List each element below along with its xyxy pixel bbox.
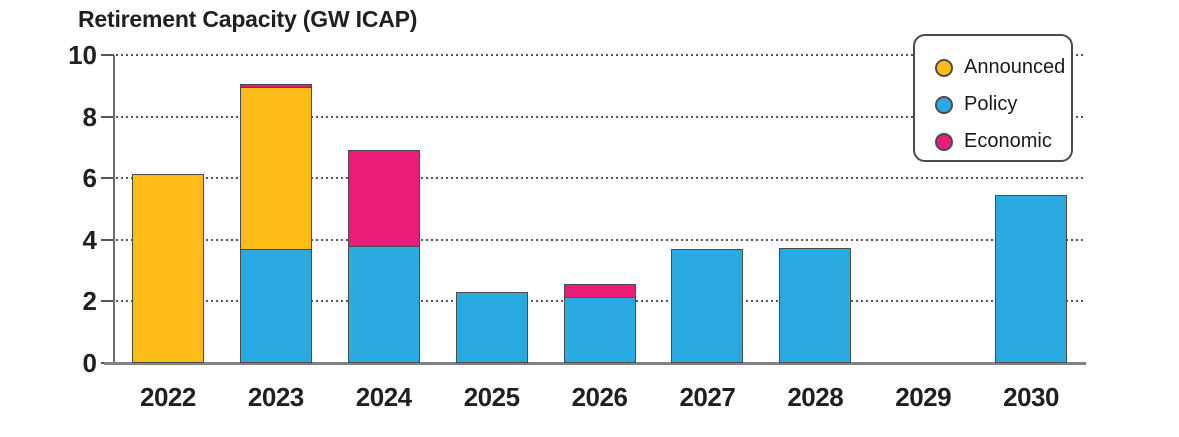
- y-axis-tick: [101, 238, 114, 241]
- legend-item-announced: Announced: [935, 49, 1071, 86]
- bar-stack-2025: [455, 292, 528, 363]
- bar-segment-policy-2026: [563, 296, 636, 363]
- y-axis-tick: [101, 177, 114, 180]
- y-axis-tick: [101, 115, 114, 118]
- legend-label: Economic: [964, 130, 1052, 152]
- y-axis-label: 6: [82, 163, 97, 194]
- bar-stack-2030: [995, 195, 1068, 363]
- x-axis-label-2025: 2025: [463, 382, 520, 412]
- bar-segment-announced-2023: [239, 87, 312, 251]
- bar-stack-2024: [347, 150, 420, 363]
- bar-segment-policy-2030: [995, 195, 1068, 363]
- x-axis-label-2029: 2029: [895, 382, 952, 412]
- bar-stack-2026: [563, 284, 636, 363]
- x-axis-label-2024: 2024: [355, 382, 412, 412]
- bar-stack-2023: [239, 84, 312, 363]
- x-axis-label-2027: 2027: [679, 382, 736, 412]
- y-axis-tick: [101, 54, 114, 56]
- y-axis-label: 8: [82, 101, 97, 132]
- gridline-10: [116, 54, 1085, 56]
- bar-stack-2028: [779, 247, 852, 363]
- legend-label: Announced: [964, 56, 1066, 78]
- bar-segment-policy-2028: [779, 247, 852, 363]
- legend-item-policy: Policy: [935, 86, 1071, 123]
- chart-title: Retirement Capacity (GW ICAP): [78, 6, 418, 32]
- gridline-8: [116, 115, 1085, 118]
- bar-segment-policy-2023: [239, 249, 312, 363]
- legend-label: Policy: [964, 93, 1018, 115]
- x-axis-label-2026: 2026: [571, 382, 628, 412]
- legend-marker-announced-icon: [935, 58, 953, 77]
- bar-segment-policy-2025: [455, 292, 528, 363]
- x-axis-label-2028: 2028: [787, 382, 844, 412]
- legend-marker-economic-icon: [935, 132, 953, 151]
- x-axis-label-2022: 2022: [140, 382, 196, 412]
- gridline-4: [116, 238, 1085, 241]
- bar-stack-2022: [131, 173, 204, 363]
- y-axis-label: 0: [82, 348, 97, 378]
- y-axis-label: 10: [68, 40, 97, 70]
- bar-segment-announced-2022: [131, 173, 204, 363]
- x-axis-baseline: [104, 361, 1086, 365]
- y-axis-tick: [101, 300, 114, 303]
- x-axis-label-2030: 2030: [1003, 382, 1059, 412]
- y-axis-label: 4: [82, 224, 97, 255]
- y-axis-line: [113, 55, 115, 363]
- legend-marker-policy-icon: [935, 95, 953, 114]
- bar-segment-policy-2024: [347, 245, 420, 363]
- bar-segment-economic-2024: [347, 150, 420, 248]
- bar-segment-policy-2027: [671, 249, 744, 363]
- y-axis-label: 2: [82, 286, 97, 317]
- legend-item-economic: Economic: [935, 123, 1071, 160]
- bar-stack-2027: [671, 249, 744, 363]
- gridline-6: [116, 177, 1085, 180]
- x-axis-label-2023: 2023: [247, 382, 304, 412]
- legend: Announced Policy Economic: [913, 34, 1073, 162]
